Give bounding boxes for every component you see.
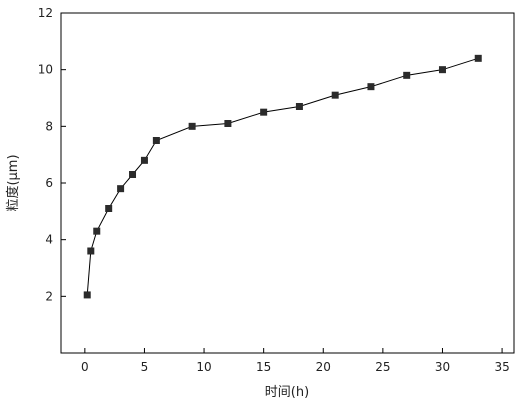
data-point bbox=[332, 92, 339, 99]
x-tick-label: 25 bbox=[375, 360, 390, 374]
y-tick-label: 4 bbox=[45, 233, 53, 247]
data-point bbox=[189, 123, 196, 130]
data-point bbox=[117, 185, 124, 192]
data-point bbox=[403, 72, 410, 79]
x-tick-label: 5 bbox=[141, 360, 149, 374]
x-tick-label: 35 bbox=[494, 360, 509, 374]
data-point bbox=[153, 137, 160, 144]
data-point bbox=[260, 109, 267, 116]
data-point bbox=[87, 248, 94, 255]
data-point bbox=[367, 83, 374, 90]
y-tick-label: 8 bbox=[45, 119, 53, 133]
data-point bbox=[439, 66, 446, 73]
plot-frame bbox=[61, 13, 514, 353]
x-tick-label: 20 bbox=[316, 360, 331, 374]
data-point bbox=[93, 228, 100, 235]
y-axis-ticks: 2 4 6 8 10 12 bbox=[38, 6, 66, 303]
y-axis-title: 粒度(μm) bbox=[5, 154, 21, 211]
x-axis-ticks: 0 5 10 15 20 25 30 35 bbox=[81, 348, 510, 374]
series-line bbox=[87, 58, 478, 295]
x-tick-label: 30 bbox=[435, 360, 450, 374]
series-markers bbox=[84, 55, 482, 299]
x-tick-label: 10 bbox=[196, 360, 211, 374]
y-tick-label: 2 bbox=[45, 289, 53, 303]
data-point bbox=[475, 55, 482, 62]
x-tick-label: 15 bbox=[256, 360, 271, 374]
y-tick-label: 10 bbox=[38, 63, 53, 77]
x-tick-label: 0 bbox=[81, 360, 89, 374]
y-tick-label: 12 bbox=[38, 6, 53, 20]
data-point bbox=[129, 171, 136, 178]
data-point bbox=[224, 120, 231, 127]
data-point bbox=[141, 157, 148, 164]
data-point bbox=[84, 291, 91, 298]
data-point bbox=[296, 103, 303, 110]
data-point bbox=[105, 205, 112, 212]
x-axis-title: 时间(h) bbox=[265, 385, 309, 400]
y-tick-label: 6 bbox=[45, 176, 53, 190]
